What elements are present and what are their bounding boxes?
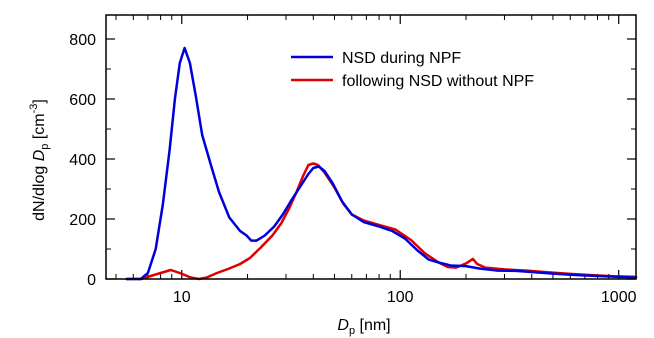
legend-label-following-nsd: following NSD without NPF	[342, 73, 534, 90]
x-axis-title: Dp [nm]	[337, 317, 390, 337]
y-tick-label: 400	[69, 152, 96, 169]
y-tick-label: 600	[69, 92, 96, 109]
x-tick-label: 1000	[601, 289, 637, 306]
series-line-0	[125, 46, 638, 281]
y-axis-title-unit-close: ]	[31, 99, 48, 103]
y-axis-title-unit-open: [cm	[31, 113, 48, 143]
x-axis-title-symbol: D	[337, 317, 349, 334]
y-tick-label: 800	[69, 32, 96, 49]
x-axis-title-subscript: p	[349, 325, 355, 337]
y-tick-label: 200	[69, 212, 96, 229]
y-axis-title-symbol: D	[31, 149, 48, 161]
legend-label-nsd-during-npf: NSD during NPF	[342, 50, 461, 67]
y-axis-title-superscript: -3	[28, 104, 40, 114]
x-axis-title-unit: [nm]	[355, 317, 391, 334]
y-tick-label: 0	[87, 272, 96, 289]
y-axis-title: dN/dlog Dp [cm-3]	[28, 99, 51, 221]
y-axis-title-prefix: dN/dlog	[31, 161, 48, 221]
y-axis-title-subscript: p	[39, 144, 51, 150]
ticks-layer: 10 100 1000 0 200 400 600 800	[69, 15, 637, 306]
x-tick-label: 100	[387, 289, 414, 306]
x-tick-label: 10	[173, 289, 191, 306]
legend: NSD during NPF following NSD without NPF	[291, 50, 534, 90]
series-line-1	[125, 162, 638, 281]
plot-frame	[105, 14, 637, 280]
